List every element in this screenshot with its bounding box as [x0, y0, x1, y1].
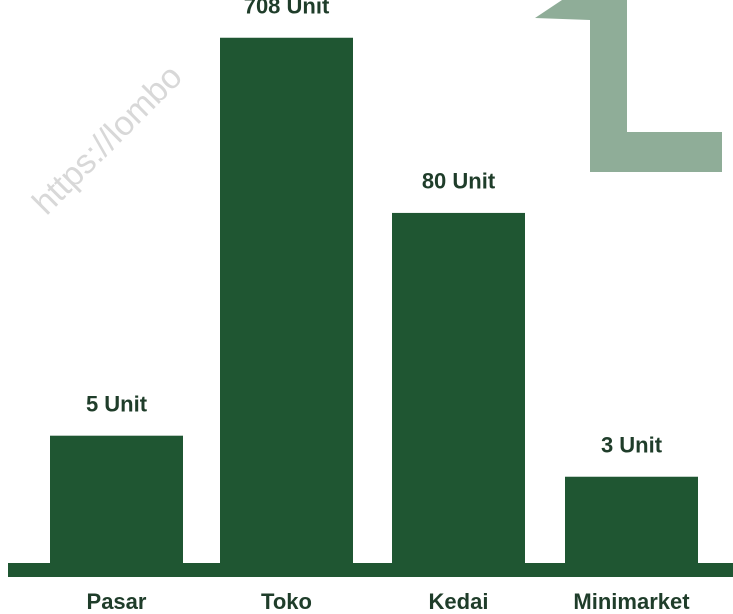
- category-label: Kedai: [429, 589, 489, 614]
- category-label: Minimarket: [573, 589, 690, 614]
- bar: [392, 212, 525, 566]
- value-label: 5 Unit: [86, 392, 148, 417]
- watermark: https://lombo: [25, 57, 190, 222]
- baseline: [8, 563, 733, 577]
- bar: [50, 435, 183, 565]
- value-label: 708 Unit: [244, 0, 330, 19]
- value-label: 80 Unit: [422, 169, 496, 194]
- bar: [565, 476, 698, 565]
- value-label: 3 Unit: [601, 433, 663, 458]
- bar: [220, 37, 353, 566]
- category-label: Toko: [261, 589, 312, 614]
- decoration: [535, 0, 722, 172]
- category-label: Pasar: [87, 589, 147, 614]
